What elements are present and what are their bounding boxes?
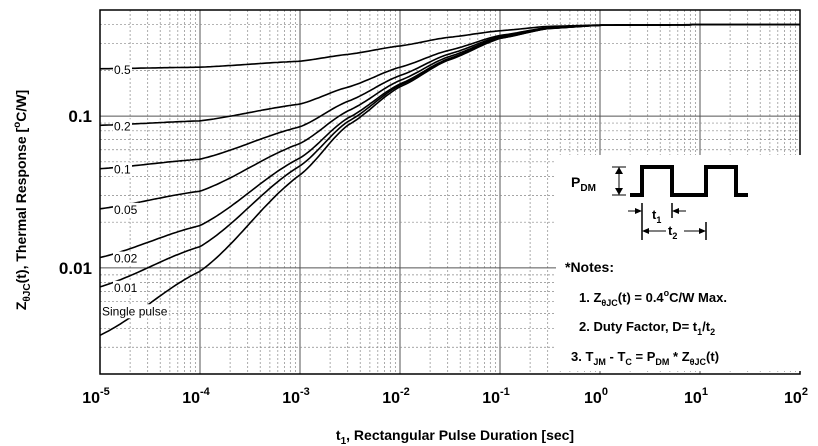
note2-a: 2. Duty Factor, D= t <box>579 319 698 334</box>
pdm-label-base: P <box>571 174 580 190</box>
x-tick-label: 102 <box>784 386 808 407</box>
x-tick-label: 100 <box>584 386 608 407</box>
note3-sub2: C <box>625 357 632 367</box>
note3-a: 3. T <box>571 349 593 364</box>
t1-label: t1 <box>652 207 661 225</box>
y-tick-labels: 0.1 0.01 <box>59 107 92 278</box>
pulse-waveform <box>630 165 748 197</box>
note3-sub3: DM <box>655 357 669 367</box>
x-tick-label: 10-3 <box>282 386 310 407</box>
series-label-bg <box>113 280 139 295</box>
note3-e: (t) <box>706 349 719 364</box>
note1-sub: θJC <box>601 298 618 308</box>
note3-b: - T <box>606 349 626 364</box>
pdm-label: PDM <box>571 174 596 194</box>
t2-label-sub: 2 <box>672 231 677 241</box>
x-tick-label: 10-5 <box>82 386 110 407</box>
t1-label-sub: 1 <box>656 215 661 225</box>
series-label-0-01: 0.01 <box>114 281 138 295</box>
note1-c: C/W Max. <box>669 290 727 305</box>
t1-arrow-left-icon <box>635 208 642 214</box>
y-axis-title-rest2: C/W] <box>13 90 29 122</box>
series-group <box>99 23 800 337</box>
y-axis-title: ZθJC(t), Thermal Response [oC/W] <box>12 90 33 310</box>
x-tick-label: 101 <box>684 386 708 407</box>
t2-label-background <box>666 221 684 237</box>
y-axis-title-sub: θJC <box>22 283 33 301</box>
series-line-0-1 <box>99 23 800 170</box>
t2-arrow-right-icon <box>699 228 706 234</box>
note3-sub4: θJC <box>690 357 707 367</box>
t2-label-base: t <box>668 223 673 238</box>
y-axis-title-rest1: (t), Thermal Response [ <box>13 127 29 283</box>
x-tick-label: 10-1 <box>482 386 510 407</box>
t2-label: t2 <box>668 223 677 241</box>
series-label-bg <box>113 251 139 266</box>
series-line-0-2 <box>99 23 800 127</box>
note2-b: /t <box>702 319 711 334</box>
series-line-single-pulse <box>99 23 800 337</box>
series-label-0-02: 0.02 <box>114 252 138 266</box>
note1-a: 1. Z <box>579 290 601 305</box>
y-axis-title-sup: o <box>12 122 23 128</box>
x-tick-label: 10-4 <box>182 386 210 407</box>
x-axis-title-rest: , Rectangular Pulse Duration [sec] <box>346 427 574 443</box>
series-label-0-05: 0.05 <box>114 203 138 217</box>
series-labels: 0.5 0.2 0.1 0.05 0.02 0.01 Single pulse <box>101 62 169 319</box>
x-tick-labels: 10-5 10-4 10-3 10-2 10-1 100 101 102 <box>82 386 808 407</box>
pdm-arrow-up-icon <box>615 167 623 174</box>
x-axis-title: t1, Rectangular Pulse Duration [sec] <box>336 427 574 446</box>
note3-d: * Z <box>669 349 689 364</box>
note-line-3: 3. TJM - TC = PDM * ZθJC(t) <box>571 349 719 367</box>
series-label-bg <box>113 202 139 217</box>
note3-c: = P <box>632 349 656 364</box>
note1-sup: o <box>664 288 670 298</box>
series-label-bg <box>101 304 169 319</box>
note-line-1: 1. ZθJC(t) = 0.4oC/W Max. <box>579 288 727 308</box>
series-label-bg <box>113 162 133 177</box>
note1-b: (t) = 0.4 <box>618 290 665 305</box>
series-label-bg <box>113 119 133 134</box>
x-axis-title-base: t <box>336 427 341 443</box>
t1-label-base: t <box>652 207 657 222</box>
series-label-bg <box>113 62 133 77</box>
y-axis-title-base: Z <box>13 301 29 310</box>
series-label-single-pulse: Single pulse <box>102 304 168 318</box>
x-tick-label: 10-2 <box>382 386 410 407</box>
note2-sub1: 1 <box>697 327 702 337</box>
notes-panel <box>556 155 802 371</box>
t2-arrow-left-icon <box>642 228 649 234</box>
pulse-inset <box>612 165 748 240</box>
y-tick-label: 0.01 <box>59 259 92 278</box>
series-label-0-1: 0.1 <box>114 163 131 177</box>
notes-title: *Notes: <box>565 259 614 275</box>
series-label-0-5: 0.5 <box>114 63 131 77</box>
t1-arrow-right-icon <box>672 208 679 214</box>
series-line-0-5 <box>99 23 800 70</box>
pdm-label-sub: DM <box>580 183 596 194</box>
note3-sub1: JM <box>593 357 606 367</box>
x-axis-title-sub: 1 <box>341 436 347 446</box>
pdm-arrow-down-icon <box>615 188 623 195</box>
series-label-0-2: 0.2 <box>114 119 131 133</box>
note-line-2: 2. Duty Factor, D= t1/t2 <box>579 319 715 337</box>
y-tick-label: 0.1 <box>68 107 92 126</box>
note2-sub2: 2 <box>710 327 715 337</box>
